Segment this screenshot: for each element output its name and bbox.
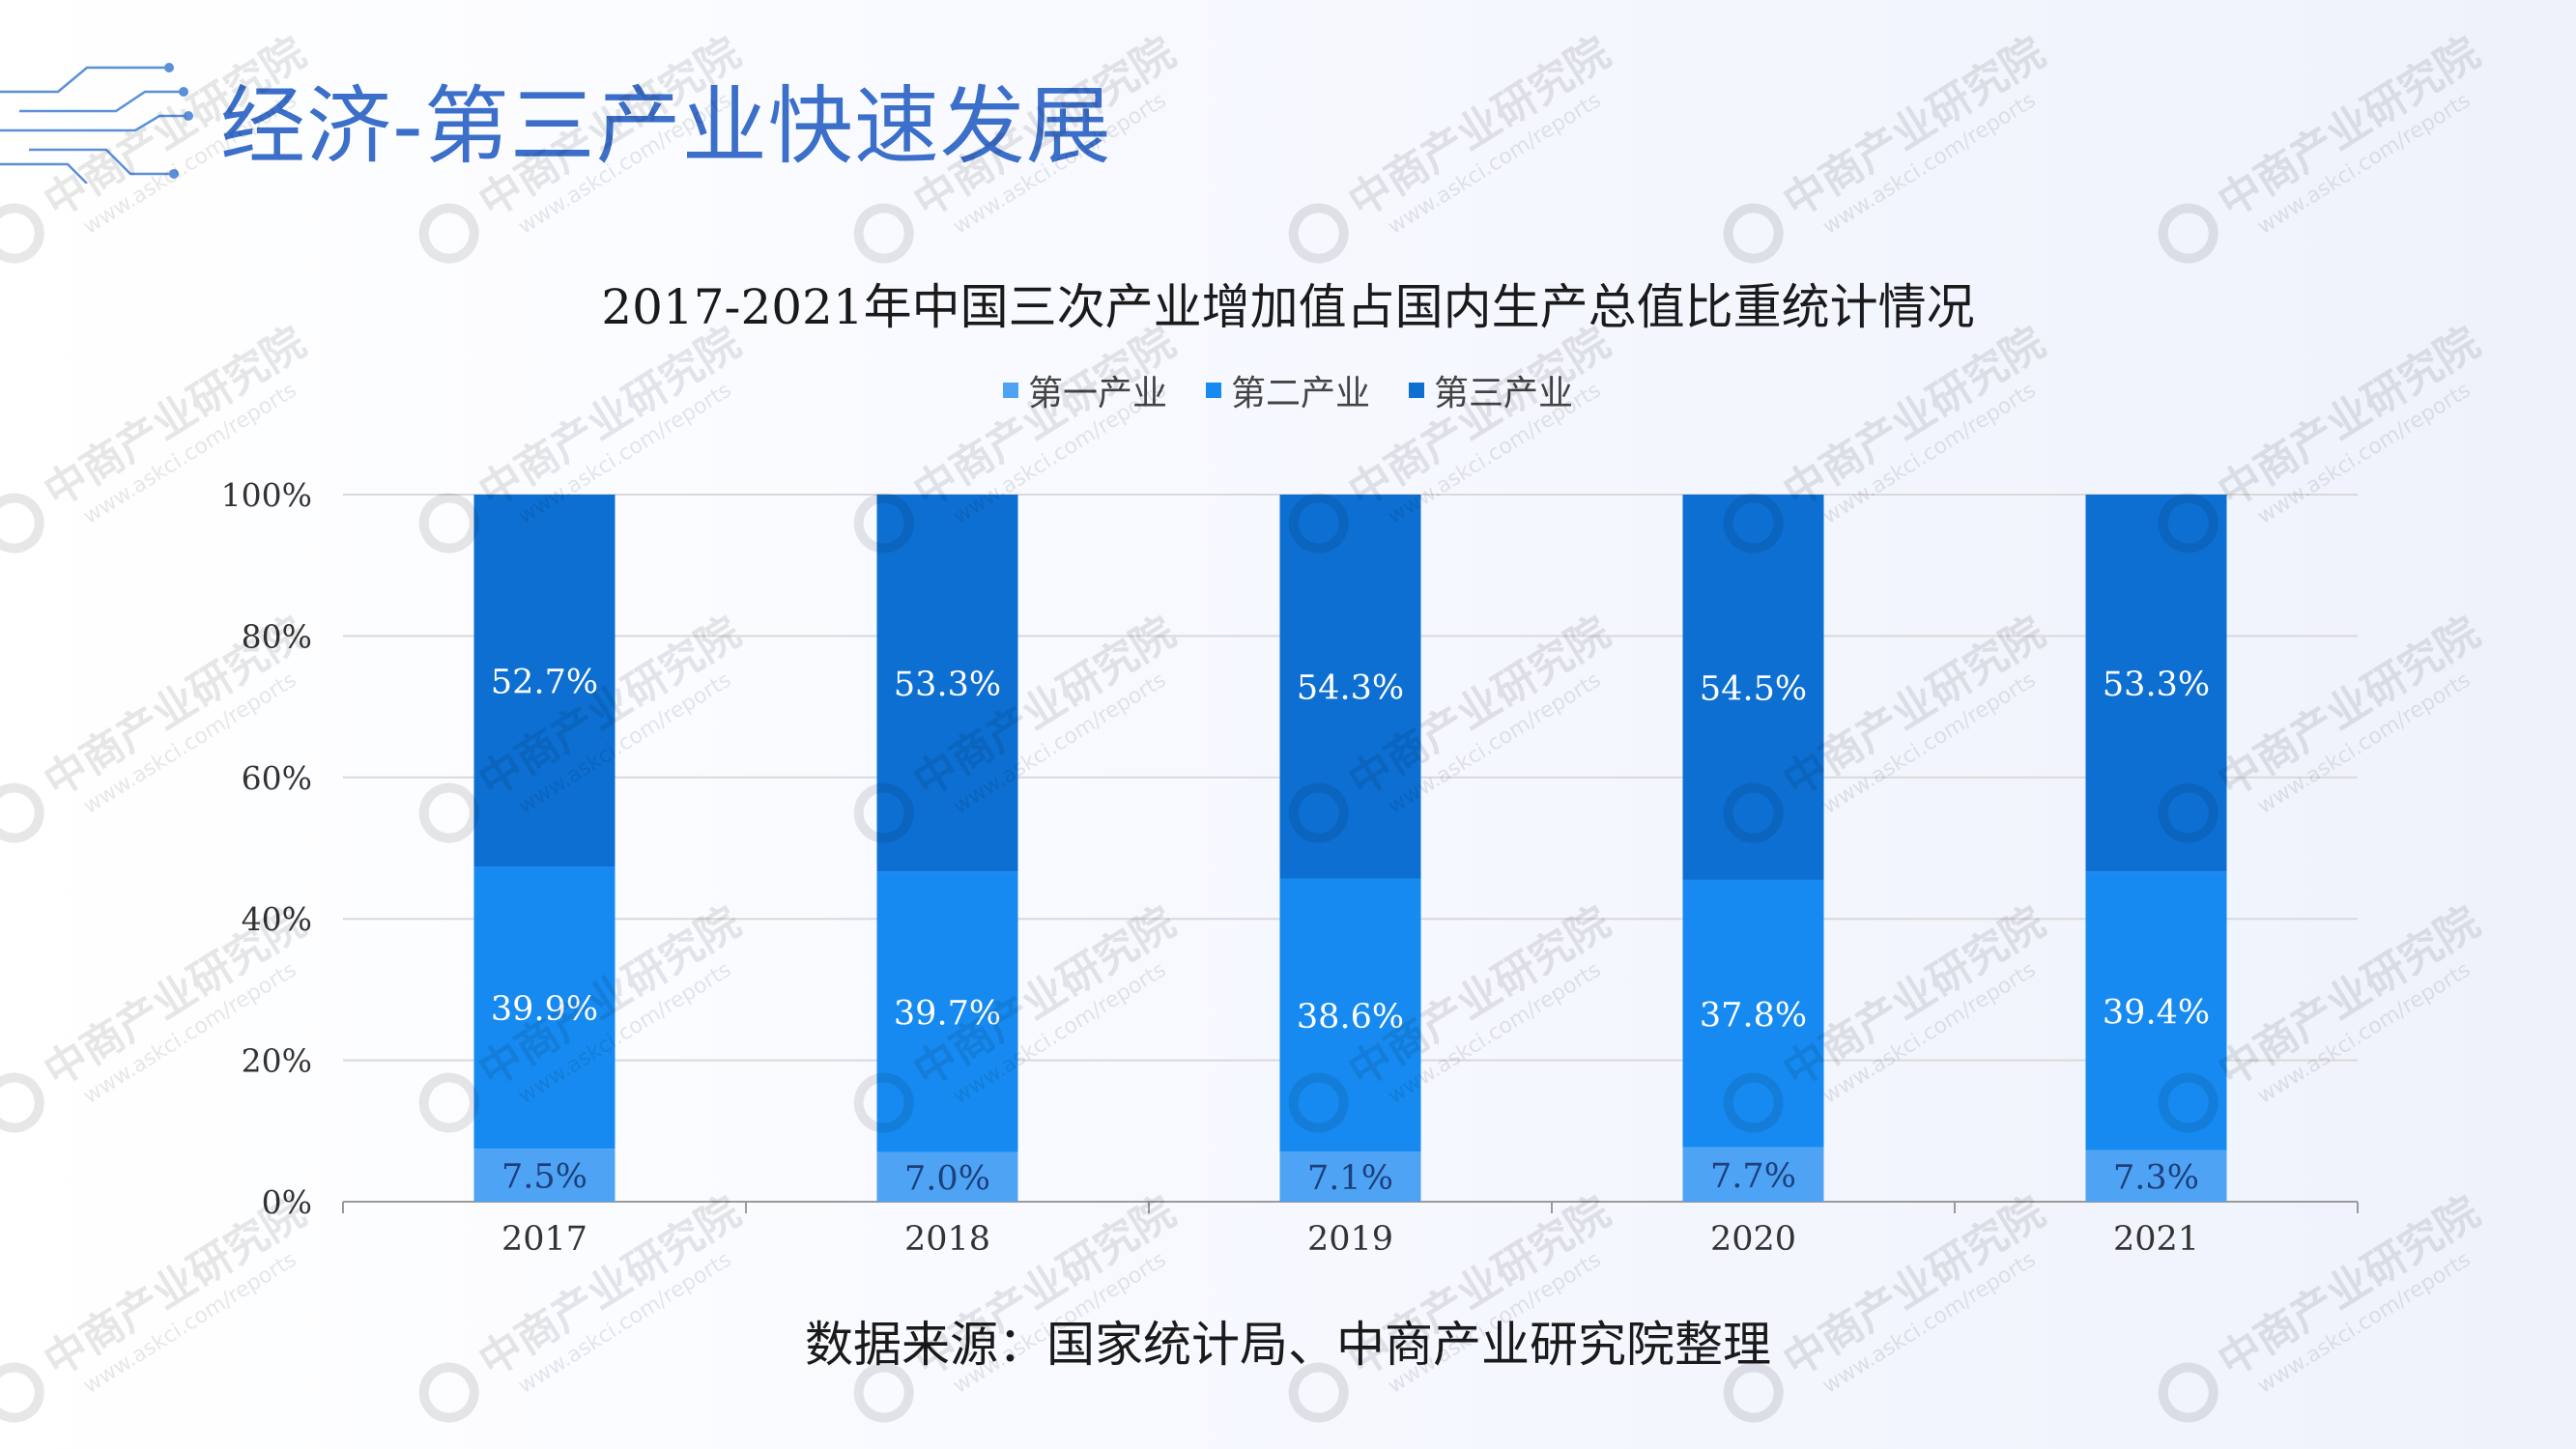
bar-segment (473, 495, 615, 867)
data-label: 54.3% (1297, 669, 1404, 708)
legend-item-tertiary: 第三产业 (1409, 365, 1573, 415)
data-label: 7.7% (1710, 1157, 1796, 1196)
y-tick-label: 20% (242, 1042, 312, 1080)
bar-segment (876, 1151, 1018, 1202)
circuit-lines-icon (0, 63, 193, 184)
legend-item-secondary: 第二产业 (1205, 365, 1370, 415)
data-label: 39.4% (2103, 993, 2210, 1032)
bar-segment (1682, 879, 1824, 1148)
bar-segment (876, 495, 1018, 872)
data-label: 7.1% (1307, 1159, 1393, 1198)
bar-segment (1682, 1147, 1824, 1202)
data-label: 39.9% (491, 990, 598, 1029)
bar-segment (1682, 495, 1824, 880)
x-tick-label: 2019 (1307, 1220, 1393, 1259)
page-title: 经济-第三产业快速发展 (220, 76, 1112, 176)
y-tick-label: 80% (242, 617, 312, 655)
legend-label-secondary: 第二产业 (1230, 374, 1370, 413)
data-label: 7.5% (501, 1158, 587, 1197)
chart-title: 2017-2021年中国三次产业增加值占国内生产总值比重统计情况 (601, 279, 1975, 335)
data-label: 53.3% (2103, 666, 2210, 704)
legend-label-primary: 第一产业 (1027, 374, 1167, 413)
bar-segment (2085, 495, 2227, 872)
y-tick-label: 100% (221, 476, 312, 514)
data-label: 7.0% (904, 1159, 990, 1198)
bar-segment (2085, 871, 2227, 1151)
x-tick-label: 2020 (1710, 1220, 1796, 1259)
legend-swatch-secondary (1205, 383, 1221, 398)
y-tick-label: 40% (242, 900, 312, 938)
x-tick-label: 2018 (904, 1220, 990, 1259)
data-label: 53.3% (894, 666, 1001, 704)
legend-label-tertiary: 第三产业 (1434, 374, 1574, 413)
bar-segment (1279, 878, 1421, 1152)
bar-segment (2085, 1150, 2227, 1202)
legend-swatch-tertiary (1409, 383, 1424, 398)
data-label: 39.7% (894, 994, 1001, 1033)
y-tick-label: 0% (262, 1183, 312, 1221)
data-label: 54.5% (1700, 669, 1807, 708)
data-label: 37.8% (1700, 996, 1807, 1035)
legend-swatch-primary (1002, 383, 1018, 398)
data-label: 38.6% (1297, 998, 1404, 1037)
data-label: 52.7% (491, 664, 598, 702)
y-tick-label: 60% (242, 759, 312, 797)
bar-segment (473, 1149, 615, 1202)
chart-legend: 第一产业 第二产业 第三产业 (0, 365, 2576, 415)
data-source-note: 数据来源：国家统计局、中商产业研究院整理 (805, 1317, 1771, 1373)
bar-segment (876, 871, 1018, 1152)
x-tick-label: 2021 (2113, 1220, 2199, 1259)
data-label: 7.3% (2113, 1158, 2199, 1197)
x-tick-label: 2017 (501, 1220, 587, 1259)
bar-segment (1279, 1151, 1421, 1202)
bar-segment (473, 867, 615, 1150)
legend-item-primary: 第一产业 (1002, 365, 1167, 415)
bar-segment (1279, 495, 1421, 879)
